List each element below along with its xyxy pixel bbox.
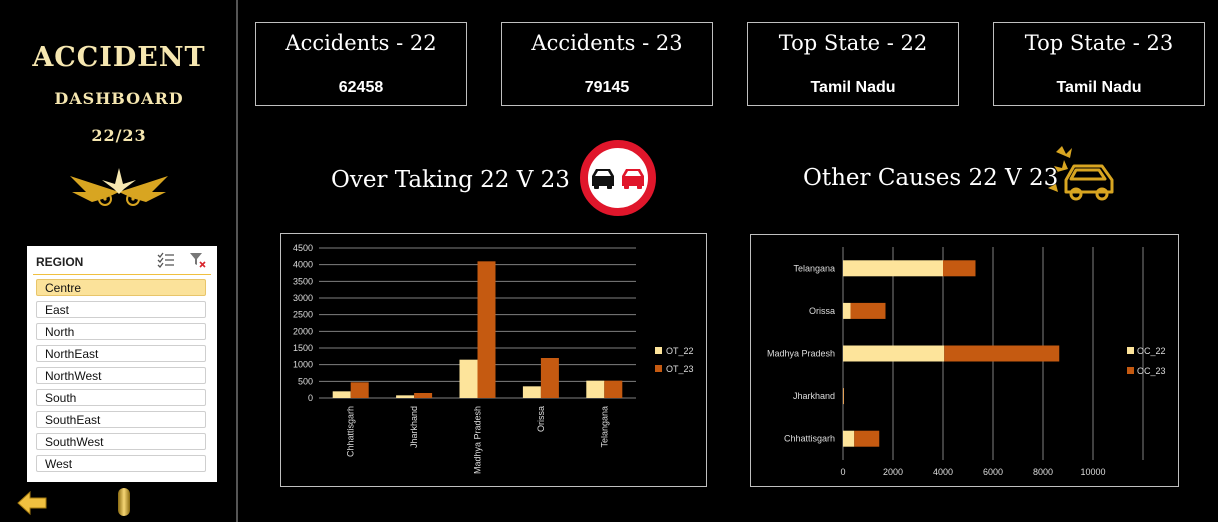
- overtaking-chart: 0 500 1000 1500 2000 2500 3000 3500 4000 4500 Chha…: [280, 233, 707, 487]
- y-tick-label: Madhya Pradesh: [767, 349, 835, 359]
- kpi-top-state-23: Top State - 23 Tamil Nadu: [993, 22, 1205, 106]
- y-tick-label: 1000: [293, 360, 313, 370]
- bar-ot_23: [350, 382, 369, 398]
- slicer-item-west[interactable]: West: [36, 455, 206, 472]
- kpi-label: Accidents - 23: [531, 31, 683, 55]
- dashboard-subtitle: DASHBOARD: [54, 89, 184, 108]
- bar-oc_23: [944, 345, 1060, 362]
- y-tick-label: 4500: [293, 243, 313, 253]
- slicer-item-centre[interactable]: Centre: [36, 279, 206, 296]
- bar-ot_22: [459, 359, 478, 398]
- region-slicer: REGION Centre East North NorthEast North…: [27, 246, 217, 482]
- y-tick-label: 4000: [293, 260, 313, 270]
- clear-filter-icon[interactable]: [189, 252, 207, 268]
- car-crash-icon: [1048, 146, 1114, 201]
- x-tick-label: Madhya Pradesh: [473, 406, 483, 474]
- bar-oc_23: [943, 260, 976, 277]
- other-causes-chart: 0 2000 4000 6000 8000 10000 Telangana Orissa Mad…: [750, 234, 1179, 487]
- x-tick-label: 10000: [1080, 467, 1105, 477]
- dashboard-title: ACCIDENT: [32, 42, 206, 73]
- y-tick-label: 1500: [293, 343, 313, 353]
- bar-oc_22: [843, 345, 945, 362]
- sidebar: ACCIDENT DASHBOARD 22/23 REGION Centre E…: [0, 0, 238, 522]
- kpi-value: 62458: [338, 79, 384, 96]
- overtaking-section-title: Over Taking 22 V 23: [331, 167, 570, 193]
- bar-oc_23: [850, 302, 886, 319]
- other-causes-bar-chart: 0 2000 4000 6000 8000 10000 Telangana Orissa Mad…: [767, 247, 1166, 477]
- slicer-title: REGION: [36, 255, 84, 269]
- legend-swatch: [1127, 347, 1134, 354]
- bar-ot_23: [477, 261, 496, 398]
- slicer-item-southwest[interactable]: SouthWest: [36, 433, 206, 450]
- y-tick-label: 0: [308, 393, 313, 403]
- kpi-label: Top State - 23: [1024, 31, 1174, 55]
- slicer-item-northeast[interactable]: NorthEast: [36, 345, 206, 362]
- slicer-item-north[interactable]: North: [36, 323, 206, 340]
- no-overtaking-sign-icon: [580, 140, 656, 216]
- slicer-item-south[interactable]: South: [36, 389, 206, 406]
- y-tick-label: 500: [298, 376, 313, 386]
- legend-swatch: [1127, 367, 1134, 374]
- x-tick-label: Telangana: [599, 406, 609, 448]
- y-tick-label: Telangana: [793, 263, 835, 273]
- kpi-accidents-23: Accidents - 23 79145: [501, 22, 713, 106]
- bar-ot_23: [414, 393, 433, 398]
- bar-ot_22: [586, 380, 605, 398]
- dashboard-years: 22/23: [91, 126, 147, 145]
- kpi-top-state-22: Top State - 22 Tamil Nadu: [747, 22, 959, 106]
- y-tick-label: Chhattisgarh: [784, 434, 835, 444]
- bar-oc_22: [843, 260, 943, 277]
- x-tick-label: 4000: [933, 467, 953, 477]
- bar-oc_22: [843, 430, 855, 447]
- legend-swatch: [655, 347, 662, 354]
- x-tick-label: 2000: [883, 467, 903, 477]
- bar-oc_22: [843, 388, 844, 405]
- bar-ot_22: [396, 395, 415, 398]
- x-tick-label: 6000: [983, 467, 1003, 477]
- slicer-item-southeast[interactable]: SouthEast: [36, 411, 206, 428]
- y-tick-label: Orissa: [809, 306, 835, 316]
- legend-label: OC_23: [1137, 366, 1166, 376]
- slicer-item-east[interactable]: East: [36, 301, 206, 318]
- bar-ot_23: [604, 380, 623, 398]
- slicer-header: REGION: [33, 246, 211, 275]
- y-tick-label: 2000: [293, 326, 313, 336]
- bar-oc_23: [843, 388, 844, 405]
- bar-ot_22: [332, 391, 351, 398]
- y-tick-label: Jharkhand: [793, 391, 835, 401]
- overtaking-bar-chart: 0 500 1000 1500 2000 2500 3000 3500 4000 4500 Chha…: [293, 243, 694, 474]
- x-tick-label: 0: [840, 467, 845, 477]
- x-tick-label: Chhattisgarh: [346, 406, 356, 457]
- multi-select-icon[interactable]: [157, 252, 175, 268]
- kpi-value: 79145: [584, 79, 630, 96]
- y-tick-label: 3500: [293, 276, 313, 286]
- kpi-value: Tamil Nadu: [810, 79, 896, 96]
- bar-oc_23: [854, 430, 880, 447]
- legend-label: OC_22: [1137, 346, 1166, 356]
- legend-swatch: [655, 365, 662, 372]
- kpi-label: Top State - 22: [778, 31, 928, 55]
- x-tick-label: Orissa: [536, 406, 546, 432]
- x-tick-label: 8000: [1033, 467, 1053, 477]
- winged-wheel-emblem-icon: [70, 168, 168, 206]
- other-causes-section-title: Other Causes 22 V 23: [803, 165, 1059, 191]
- bar-oc_22: [843, 302, 851, 319]
- kpi-accidents-22: Accidents - 22 62458: [255, 22, 467, 106]
- back-arrow-icon[interactable]: [16, 490, 48, 516]
- kpi-value: Tamil Nadu: [1056, 79, 1142, 96]
- scroll-handle[interactable]: [118, 488, 130, 516]
- legend-label: OT_23: [666, 364, 694, 374]
- bar-ot_23: [540, 358, 559, 398]
- kpi-label: Accidents - 22: [285, 31, 437, 55]
- bar-ot_22: [522, 386, 541, 398]
- slicer-item-northwest[interactable]: NorthWest: [36, 367, 206, 384]
- x-tick-label: Jharkhand: [409, 406, 419, 448]
- y-tick-label: 3000: [293, 293, 313, 303]
- legend-label: OT_22: [666, 346, 694, 356]
- y-tick-label: 2500: [293, 310, 313, 320]
